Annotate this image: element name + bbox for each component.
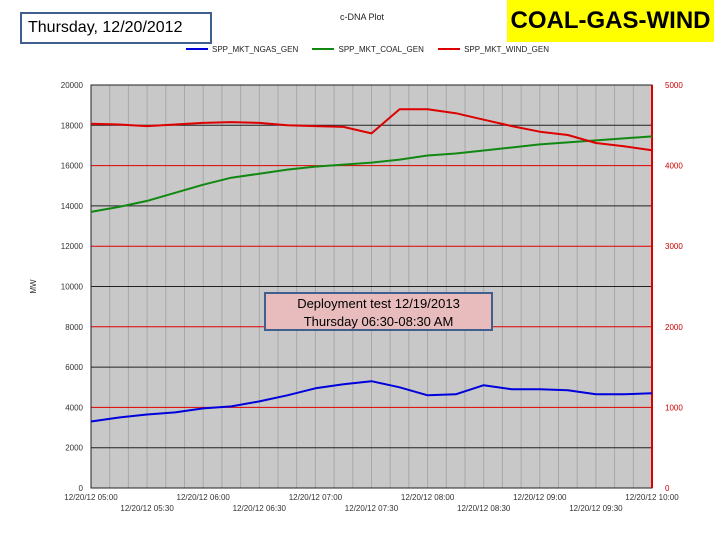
brand-title-box: COAL-GAS-WIND <box>507 0 714 42</box>
series-layer <box>90 108 653 423</box>
y-left-tick-label: 4000 <box>65 403 83 412</box>
series-line-spp-mkt-wind-gen <box>90 108 653 152</box>
y-right-tick-label: 4000 <box>665 162 683 171</box>
x-tick-label-major: 12/20/12 05:00 <box>64 493 118 502</box>
x-tick-label-major: 12/20/12 10:00 <box>625 493 679 502</box>
legend-label-ngas: SPP_MKT_NGAS_GEN <box>212 44 299 54</box>
y-left-tick-label: 20000 <box>61 81 84 90</box>
chart-title: c-DNA Plot <box>340 12 385 22</box>
legend-item-coal: SPP_MKT_COAL_GEN <box>312 44 424 54</box>
y-left-tick-label: 8000 <box>65 323 83 332</box>
y-left-tick-label: 14000 <box>61 202 84 211</box>
legend-item-wind: SPP_MKT_WIND_GEN <box>438 45 549 54</box>
x-tick-label-major: 12/20/12 07:00 <box>289 493 343 502</box>
x-tick-label-minor: 12/20/12 08:30 <box>457 504 511 513</box>
legend-swatch-coal <box>312 48 335 50</box>
y-right-tick-label: 5000 <box>665 81 683 90</box>
y-left-tick-label: 18000 <box>61 121 84 130</box>
series-line-spp-mkt-ngas-gen <box>90 380 653 423</box>
annotation-line-1: Deployment test 12/19/2013 <box>297 296 460 311</box>
x-tick-label-minor: 12/20/12 05:30 <box>120 504 174 513</box>
legend-label-coal: SPP_MKT_COAL_GEN <box>338 44 424 54</box>
y-left-tick-label: 12000 <box>61 242 84 251</box>
date-label-box: Thursday, 12/20/2012 <box>20 12 212 44</box>
y-right-tick-label: 0 <box>665 484 670 493</box>
legend-swatch-wind <box>438 48 461 50</box>
y-axis-label: MW <box>29 279 38 294</box>
axis-layer: 0200040006000800010000120001400016000180… <box>29 81 683 513</box>
x-tick-label-major: 12/20/12 06:00 <box>177 493 231 502</box>
annotation-line-2: Thursday 06:30-08:30 AM <box>303 314 454 329</box>
x-tick-label-major: 12/20/12 09:00 <box>513 493 567 502</box>
x-tick-label-minor: 12/20/12 06:30 <box>233 504 287 513</box>
chart-legend: SPP_MKT_NGAS_GEN SPP_MKT_COAL_GEN SPP_MK… <box>186 43 561 54</box>
y-left-tick-label: 2000 <box>65 444 83 453</box>
legend-item-ngas: SPP_MKT_NGAS_GEN <box>186 45 298 54</box>
y-left-tick-label: 0 <box>79 484 84 493</box>
legend-swatch-ngas <box>186 48 208 50</box>
annotation-box: Deployment test 12/19/2013 Thursday 06:3… <box>264 292 493 331</box>
x-tick-label-major: 12/20/12 08:00 <box>401 493 455 502</box>
y-left-tick-label: 16000 <box>61 162 84 171</box>
series-line-spp-mkt-coal-gen <box>90 135 653 213</box>
y-right-tick-label: 1000 <box>665 403 683 412</box>
y-right-tick-label: 3000 <box>665 242 683 251</box>
y-left-tick-label: 10000 <box>61 283 84 292</box>
y-left-tick-label: 6000 <box>65 363 83 372</box>
x-tick-label-minor: 12/20/12 09:30 <box>569 504 623 513</box>
x-tick-label-minor: 12/20/12 07:30 <box>345 504 399 513</box>
legend-label-wind: SPP_MKT_WIND_GEN <box>464 44 549 54</box>
y-right-tick-label: 2000 <box>665 323 683 332</box>
